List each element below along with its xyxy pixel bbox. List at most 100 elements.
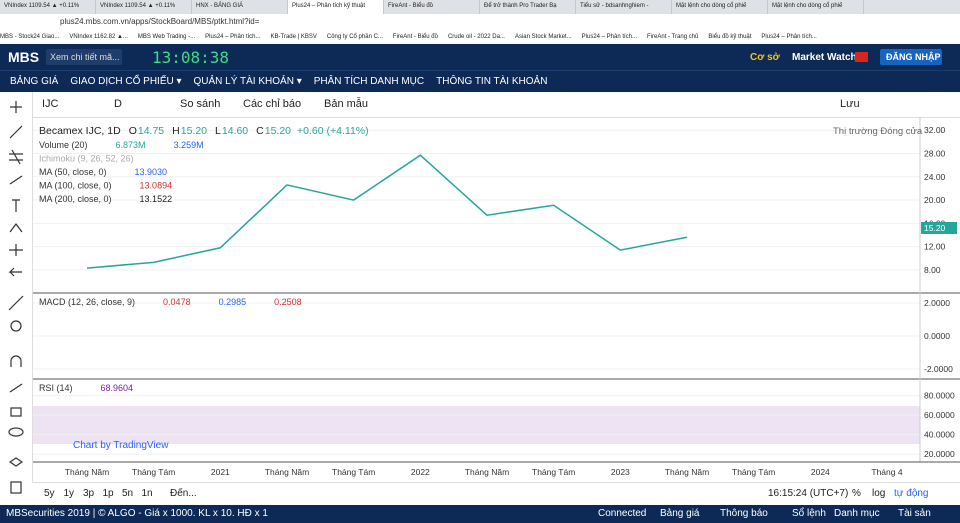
copyright: MBSecurities 2019 | © ALGO - Giá x 1000.… xyxy=(6,508,268,519)
y-tick-label: 20.00 xyxy=(924,195,946,205)
save[interactable]: Lưu xyxy=(840,98,860,110)
logo[interactable]: MBS xyxy=(8,49,40,65)
status-item[interactable]: Thông báo xyxy=(720,508,768,519)
interval[interactable]: D xyxy=(114,98,122,110)
range-button[interactable]: 5y xyxy=(44,488,55,499)
tab[interactable]: Mặt lệnh cho dòng cổ phiế xyxy=(768,0,864,14)
flag[interactable] xyxy=(855,52,868,62)
ohlc-label: L xyxy=(215,125,221,137)
study-value: 6.873M xyxy=(116,140,146,150)
range-bar: 16:15:24 (UTC+7) % log tự động 5y 1y 3p 1p 5… xyxy=(32,482,960,505)
bookmark[interactable]: KB-Trade | KBSV xyxy=(270,34,317,40)
bookmark[interactable]: FireAnt - Trang chủ xyxy=(647,34,699,40)
range-button[interactable]: 1p xyxy=(102,488,114,499)
delete-tool[interactable] xyxy=(10,481,22,494)
symbol[interactable]: IJC xyxy=(42,98,59,110)
chart-toolbar: IJC D So sánh Các chỉ báo Bản mẫu Lưu xyxy=(32,92,960,118)
bookmark[interactable]: Plus24 – Phân tích... xyxy=(761,34,817,40)
pattern-tool[interactable] xyxy=(9,223,23,233)
bookmark[interactable]: MBS Web Trading -... xyxy=(137,34,196,40)
percent-toggle[interactable]: % xyxy=(852,488,861,499)
fib-tool[interactable] xyxy=(9,149,23,165)
range-button[interactable]: 5n xyxy=(122,488,134,499)
status-bar: MBSecurities 2019 | © ALGO - Giá x 1000.… xyxy=(0,505,960,523)
search-placeholder: Xem chi tiết mã... xyxy=(50,52,120,62)
ohlc-value: 14.75 xyxy=(138,125,164,137)
visibility-tool[interactable] xyxy=(8,427,24,437)
compare[interactable]: So sánh xyxy=(180,98,221,110)
status-item[interactable]: Tài sản xyxy=(898,508,931,519)
bookmark[interactable]: Biểu đồ kỹ thuật xyxy=(708,34,752,40)
nav-item[interactable]: QUẢN LÝ TÀI KHOẢN ▾ xyxy=(193,76,302,87)
x-tick-label: Tháng Tám xyxy=(132,467,175,477)
account-type[interactable]: Cơ sở xyxy=(750,52,780,63)
nav-item[interactable]: GIAO DỊCH CỔ PHIẾU ▾ xyxy=(70,76,182,87)
bookmark[interactable]: Plus24 – Phân tích... xyxy=(581,34,638,40)
layers-tool[interactable] xyxy=(8,457,24,467)
y-tick-label: 24.00 xyxy=(924,172,946,182)
brush-tool[interactable] xyxy=(9,175,23,185)
price-line xyxy=(86,154,688,269)
magnet-tool[interactable] xyxy=(10,355,22,367)
tab[interactable]: HNX - BẢNG GIÁ xyxy=(192,0,288,14)
market-watch[interactable]: Market Watch xyxy=(792,52,857,63)
tool-icons xyxy=(8,101,24,494)
tab[interactable]: FireAnt - Biểu đồ xyxy=(384,0,480,14)
status-item[interactable]: Bảng giá xyxy=(660,508,700,519)
bookmark[interactable]: Crude oil - 2022 Da... xyxy=(447,34,505,40)
range-button[interactable]: 3p xyxy=(83,488,95,499)
auto-toggle[interactable]: tự động xyxy=(894,488,929,499)
range-button[interactable]: 1y xyxy=(63,488,75,499)
y-tick-label: -2.0000 xyxy=(924,364,953,374)
y-tick-label: 0.0000 xyxy=(924,331,950,341)
templates[interactable]: Bản mẫu xyxy=(324,98,369,110)
status-item[interactable]: Sổ lệnh xyxy=(792,508,826,519)
tab[interactable]: Mặt lệnh cho dòng cổ phiế xyxy=(672,0,768,14)
study-name: MA (100, close, 0) xyxy=(39,181,112,191)
price-change: +0.60 (+4.11%) xyxy=(297,125,369,137)
ruler-tool[interactable] xyxy=(8,295,24,311)
tab[interactable]: Plus24 – Phân tích kỹ thuật xyxy=(288,0,384,14)
tab[interactable]: Để trở thành Pro Trader Bạ xyxy=(480,0,576,14)
study-value: 13.1522 xyxy=(140,194,173,204)
y-tick-label: 28.00 xyxy=(924,148,946,158)
bookmark[interactable]: VNIndex 1162.82 ▲... xyxy=(69,34,128,40)
rsi-band xyxy=(33,406,920,444)
nav-item[interactable]: BẢNG GIÁ xyxy=(10,76,59,87)
lock-tool[interactable] xyxy=(10,407,22,417)
tab[interactable]: VNIndex 1109.54 ▲ +0.11% xyxy=(96,0,192,14)
lock-draw-tool[interactable] xyxy=(9,383,23,393)
bookmark[interactable]: Công ty Cổ phần C... xyxy=(326,34,383,40)
url[interactable]: plus24.mbs.com.vn/apps/StockBoard/MBS/pt… xyxy=(60,17,260,26)
study-name: MA (200, close, 0) xyxy=(39,194,112,204)
bookmark[interactable]: Asian Stock Market... xyxy=(514,34,572,40)
text-tool[interactable] xyxy=(12,199,20,212)
bookmark[interactable]: Plus24 – Phân tích... xyxy=(205,34,261,40)
goto-date[interactable]: Đến... xyxy=(170,488,197,499)
connection: Connected xyxy=(598,508,647,519)
x-tick-label: Tháng Tám xyxy=(732,467,775,477)
nav-item[interactable]: THÔNG TIN TÀI KHOẢN xyxy=(436,76,548,87)
back-tool[interactable] xyxy=(8,267,22,277)
bookmark[interactable]: MBS - Stock24 Giao... xyxy=(0,34,60,40)
login-button[interactable]: ĐĂNG NHẬP xyxy=(880,49,942,65)
ohlc-value: 14.60 xyxy=(222,125,248,137)
nav-item[interactable]: PHÂN TÍCH DANH MỤC xyxy=(313,76,425,87)
study-legend: MA (50, close, 0) 13.9030 xyxy=(39,167,167,177)
zoom-tool[interactable] xyxy=(10,320,22,332)
drawing-tools xyxy=(0,92,33,503)
search-box[interactable]: Xem chi tiết mã... xyxy=(46,49,122,65)
line-tool[interactable] xyxy=(9,125,23,139)
log-toggle[interactable]: log xyxy=(872,488,886,499)
range-button[interactable]: 1n xyxy=(141,488,153,499)
x-tick-label: Tháng 4 xyxy=(871,467,902,477)
cursor-tool[interactable] xyxy=(10,101,22,113)
last-price-label: 15.20 xyxy=(924,223,946,233)
tab[interactable]: VNIndex 1109.54 ▲ +0.11% xyxy=(0,0,96,14)
measure-tool[interactable] xyxy=(9,244,23,256)
status-item[interactable]: Danh mục xyxy=(834,508,880,519)
bookmark[interactable]: FireAnt - Biểu đồ xyxy=(392,34,438,40)
indicators[interactable]: Các chỉ báo xyxy=(243,98,302,110)
tab[interactable]: Tiểu sử - bdsanhnghiem - xyxy=(576,0,672,14)
